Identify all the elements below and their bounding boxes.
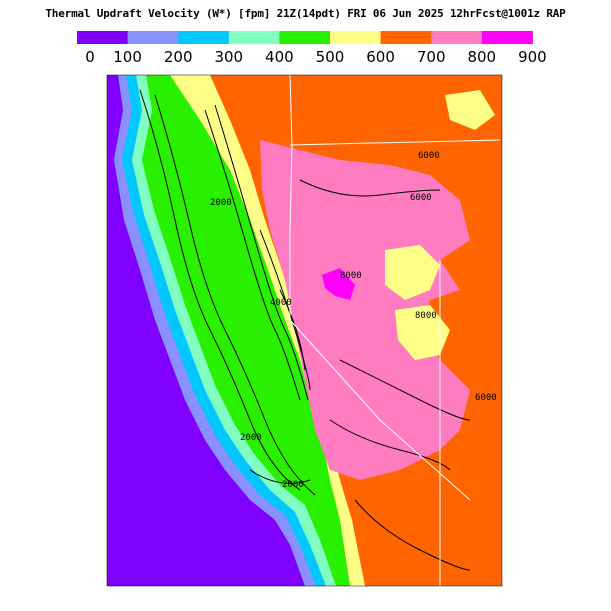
contour-label: 2000: [282, 480, 304, 490]
legend-swatch: [77, 31, 129, 44]
basin-warm-patch: [385, 245, 440, 300]
legend-swatch: [228, 31, 280, 44]
contour-label: 8000: [415, 311, 437, 321]
legend-swatch: [431, 31, 483, 44]
peak-magenta: [322, 268, 355, 300]
contour-label: 6000: [410, 193, 432, 203]
basin-warm-patch: [395, 305, 450, 360]
legend-swatch: [127, 31, 179, 44]
state-borders: [289, 75, 501, 586]
legend-swatch: [178, 31, 230, 44]
contour-label: 6000: [418, 151, 440, 161]
contour-label: 8000: [340, 271, 362, 281]
contour-label: 2000: [240, 433, 262, 443]
chart-title: Thermal Updraft Velocity (W*) [fpm] 21Z(…: [45, 7, 566, 20]
contour-label: 2000: [210, 198, 232, 208]
legend-tick-label: 200: [164, 48, 193, 66]
legend-tick-label: 800: [467, 48, 496, 66]
east-orange: [440, 230, 502, 586]
basin-warm-patch: [445, 90, 495, 130]
legend-tick-label: 900: [518, 48, 547, 66]
legend-swatch: [380, 31, 432, 44]
legend-tick-label: 600: [366, 48, 395, 66]
contour-lines: [139, 89, 471, 571]
legend-tick-label: 0: [85, 48, 95, 66]
color-legend: 0 100 200 300 400 500 600 700 800 900: [77, 31, 547, 66]
contour-label: 6000: [475, 393, 497, 403]
legend-swatch: [481, 31, 533, 44]
legend-tick-label: 100: [113, 48, 142, 66]
legend-swatch: [279, 31, 331, 44]
contour-label: 4000: [270, 298, 292, 308]
legend-swatch: [330, 31, 382, 44]
great-basin-high: [260, 140, 470, 480]
legend-tick-label: 400: [265, 48, 294, 66]
legend-tick-label: 700: [417, 48, 446, 66]
legend-tick-label: 300: [214, 48, 243, 66]
legend-tick-label: 500: [316, 48, 345, 66]
